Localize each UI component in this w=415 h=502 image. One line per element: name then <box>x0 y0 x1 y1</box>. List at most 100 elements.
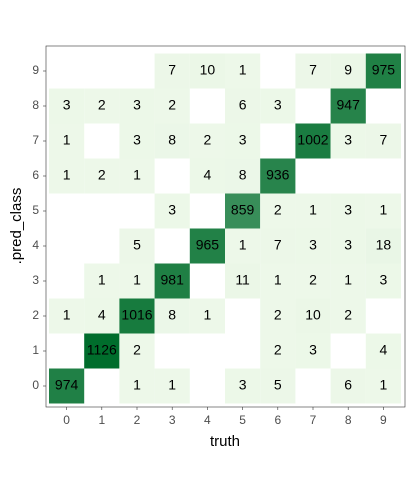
cell-label: 7 <box>274 237 282 253</box>
y-tick-label: 1 <box>32 343 39 357</box>
x-tick-label: 5 <box>239 413 246 427</box>
cell <box>295 228 331 264</box>
y-tick-label: 5 <box>32 203 39 217</box>
cell-label: 6 <box>344 377 352 393</box>
cell-label: 3 <box>344 237 352 253</box>
cell-label: 3 <box>168 202 176 218</box>
cell <box>330 228 366 264</box>
cell-label: 2 <box>309 272 317 288</box>
cell <box>49 368 85 404</box>
x-tick-label: 7 <box>310 413 317 427</box>
cell-label: 4 <box>98 307 106 323</box>
cell <box>330 298 366 334</box>
cell <box>330 88 366 124</box>
cell-label: 6 <box>239 97 247 113</box>
cell <box>260 88 296 124</box>
y-tick-label: 7 <box>32 133 39 147</box>
cell <box>84 298 120 334</box>
y-tick-label: 0 <box>32 378 39 392</box>
y-tick-label: 8 <box>32 98 39 112</box>
cell <box>330 193 366 229</box>
cell-label: 1 <box>63 167 71 183</box>
cell-label: 4 <box>380 342 388 358</box>
cell <box>225 158 261 194</box>
cell-label: 859 <box>231 202 255 218</box>
cell-label: 1016 <box>121 307 152 323</box>
cell-label: 1 <box>133 377 141 393</box>
cell <box>365 333 401 369</box>
y-axis-title: .pred_class <box>8 188 25 265</box>
cell <box>225 193 261 229</box>
cell <box>154 263 190 299</box>
cell <box>365 228 401 264</box>
cell-label: 10 <box>200 62 216 78</box>
cell <box>49 88 85 124</box>
cell <box>330 368 366 404</box>
cell-label: 1 <box>98 272 106 288</box>
cell <box>295 298 331 334</box>
cell-label: 3 <box>133 132 141 148</box>
y-tick-label: 3 <box>32 273 39 287</box>
cell-label: 1 <box>133 272 141 288</box>
y-tick-label: 2 <box>32 308 39 322</box>
cell <box>295 333 331 369</box>
cell <box>260 333 296 369</box>
cell-label: 965 <box>196 237 220 253</box>
cell-label: 947 <box>337 97 361 113</box>
cell <box>119 158 155 194</box>
cell-label: 1 <box>63 307 71 323</box>
cell <box>225 123 261 159</box>
cell-label: 3 <box>239 132 247 148</box>
x-tick-label: 6 <box>274 413 281 427</box>
cell-label: 1 <box>63 132 71 148</box>
x-axis-title: truth <box>210 433 240 450</box>
cell <box>189 298 225 334</box>
x-tick-label: 9 <box>380 413 387 427</box>
cell <box>49 123 85 159</box>
cell <box>189 53 225 89</box>
cell <box>260 368 296 404</box>
cell-label: 1 <box>309 202 317 218</box>
cell <box>154 123 190 159</box>
cell <box>189 123 225 159</box>
cell <box>84 263 120 299</box>
cell-label: 1 <box>239 237 247 253</box>
cell-label: 5 <box>133 237 141 253</box>
cell-label: 3 <box>344 202 352 218</box>
panel-border <box>45 45 406 408</box>
cell <box>154 368 190 404</box>
cell-label: 975 <box>372 62 396 78</box>
cell-label: 3 <box>274 97 282 113</box>
cell-label: 2 <box>204 132 212 148</box>
cell <box>225 368 261 404</box>
cell <box>365 123 401 159</box>
cell-label: 3 <box>133 97 141 113</box>
cell-label: 3 <box>380 272 388 288</box>
cell <box>119 298 155 334</box>
y-tick-label: 4 <box>32 238 39 252</box>
cell <box>295 53 331 89</box>
cell-label: 11 <box>235 272 250 288</box>
cell <box>295 123 331 159</box>
cell <box>260 263 296 299</box>
cell-label: 974 <box>55 377 79 393</box>
cell-label: 2 <box>344 307 352 323</box>
cell-label: 7 <box>168 62 176 78</box>
cell <box>119 123 155 159</box>
cell-label: 936 <box>266 167 290 183</box>
x-tick-label: 0 <box>63 413 70 427</box>
cell <box>260 298 296 334</box>
cell <box>365 263 401 299</box>
cell-label: 2 <box>98 97 106 113</box>
cell-label: 1002 <box>297 132 328 148</box>
cell <box>84 158 120 194</box>
cell-label: 3 <box>309 342 317 358</box>
cell-label: 9 <box>344 62 352 78</box>
cell <box>260 158 296 194</box>
x-tick-label: 1 <box>98 413 105 427</box>
cell-label: 10 <box>305 307 321 323</box>
cell <box>225 88 261 124</box>
cell-label: 1 <box>380 377 388 393</box>
cell <box>225 228 261 264</box>
